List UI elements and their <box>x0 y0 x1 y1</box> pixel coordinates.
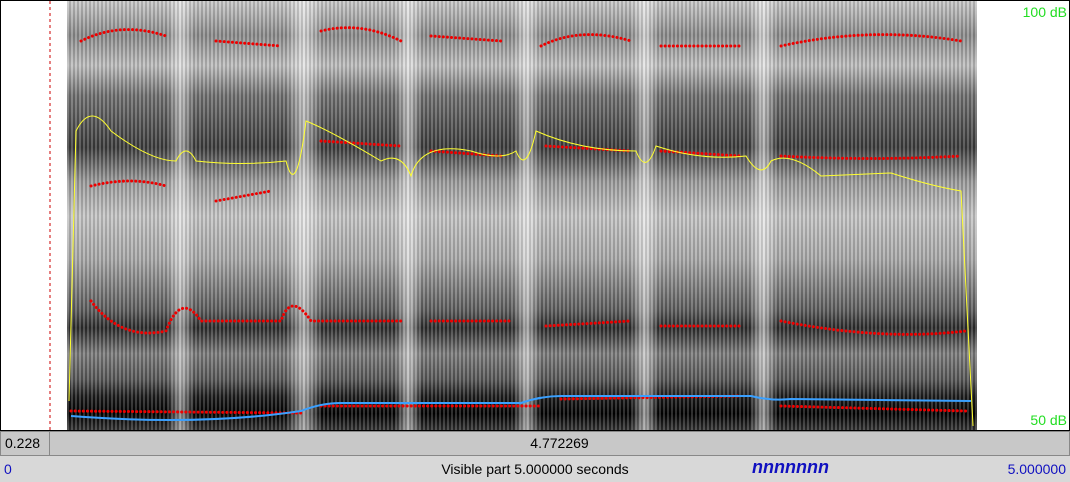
formants <box>69 26 968 415</box>
spectrogram-view: 100 dB 50 dB <box>0 0 1070 431</box>
spectrogram <box>67 1 977 430</box>
intensity-curve <box>68 115 974 427</box>
selection-start[interactable]: 0.228 <box>5 435 41 451</box>
window-end[interactable]: 5.000000 <box>1007 461 1066 477</box>
intensity-min: 50 dB <box>1030 412 1067 428</box>
selection-bar: 0.228 4.772269 <box>0 431 1070 456</box>
divider <box>49 432 50 455</box>
window-start[interactable]: 0 <box>4 461 12 477</box>
selection-duration[interactable]: 4.772269 <box>530 435 589 451</box>
overlay: 100 dB 50 dB <box>49 1 1067 430</box>
intensity-max: 100 dB <box>1023 4 1067 20</box>
visible-part[interactable]: Visible part 5.000000 seconds <box>441 461 629 477</box>
window-bar: 0 Visible part 5.000000 seconds nnnnnnn … <box>0 456 1070 482</box>
pitch-curve <box>70 395 972 421</box>
window-label: nnnnnnn <box>752 457 829 477</box>
